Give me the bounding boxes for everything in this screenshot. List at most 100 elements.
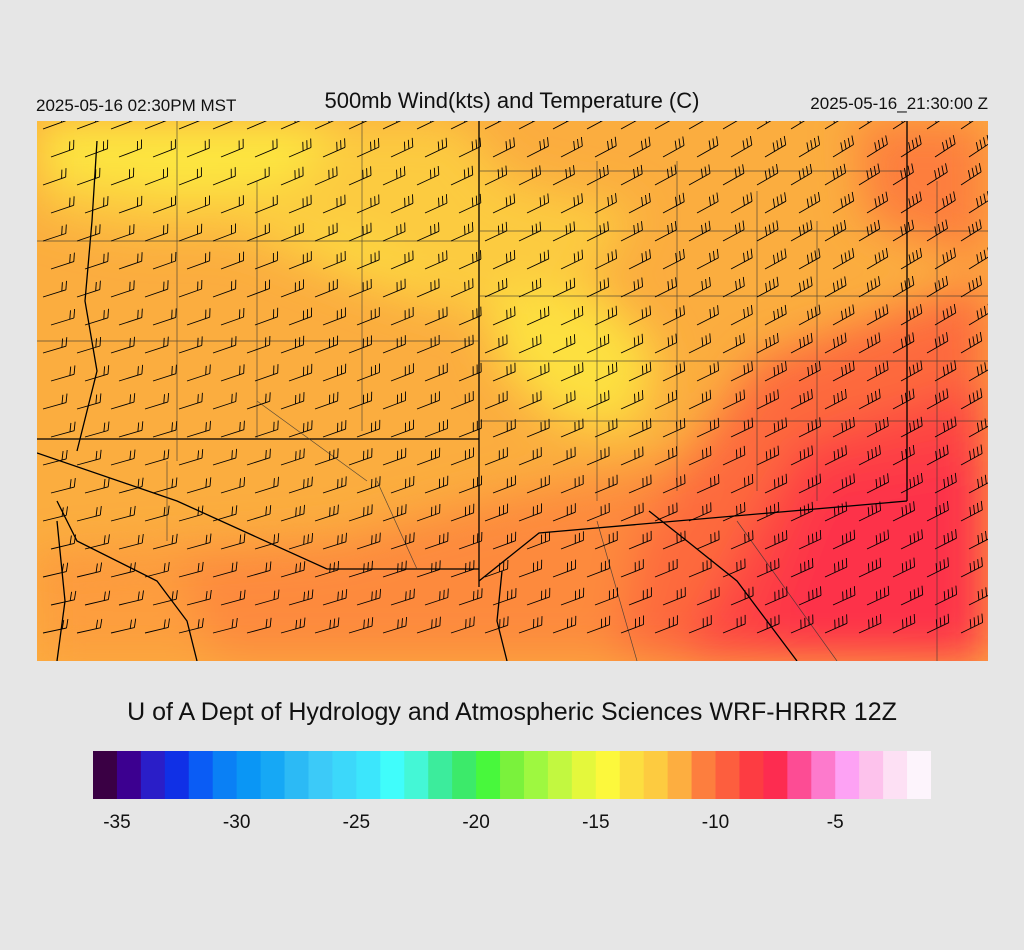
wind-barb-flag [607,309,610,319]
wind-barb-flag [713,307,716,317]
wind-barb-flag [935,506,938,517]
wind-barb-flag [900,226,903,236]
wind-barb-flag [473,616,475,626]
wind-barb-flag [913,533,916,543]
wind-barb-flag [920,304,923,314]
wind-barb-flag [345,589,348,599]
wind-barb-flag [569,167,572,177]
wind-barb-flag [615,362,618,372]
wind-barb-flag [649,305,652,315]
wind-barb-staff [620,121,637,130]
wind-barb-flag [874,390,877,400]
wind-barb-flag [603,223,606,233]
wind-barb-flag [644,138,647,148]
wind-barb-flag [866,170,869,180]
wind-barb-flag [577,307,580,317]
wind-barb-flag [570,335,572,346]
wind-barb-flag [197,450,200,460]
wind-barb-flag [141,477,144,487]
wind-barb-flag [853,473,855,483]
wind-barb-flag [531,169,534,179]
wind-barb-flag [811,445,814,455]
wind-barb-flag [129,506,132,517]
wind-barb-flag [874,142,877,152]
wind-barb-flag [844,196,847,206]
wind-barb-flag [205,591,208,601]
wind-barb-flag [784,248,787,258]
wind-barb-flag [509,195,512,205]
wind-barb-flag [909,591,912,601]
wind-barb-flag [905,448,908,458]
wind-barb-flag [683,418,686,428]
wind-barb-flag [807,423,810,433]
wind-barb-flag [972,392,975,402]
wind-barb-flag [573,277,576,287]
wind-barb-flag [943,535,946,545]
wind-barb-flag [907,221,911,231]
wind-barb-flag [235,392,237,402]
wind-barb-flag [746,250,749,260]
wind-barb-flag [637,335,640,345]
wind-barb-flag [573,197,576,207]
wind-barb-flag [875,559,878,569]
wind-barb-flag [739,391,742,401]
wind-barb-flag [738,222,741,232]
wind-barb-flag [844,276,847,286]
wind-barb-staff [926,121,941,130]
wind-barb-flag [921,585,924,595]
wind-barb-flag [371,591,373,601]
wind-barb-flag [954,416,957,426]
wind-barb-flag [633,281,636,291]
wind-barb-flag [879,445,881,455]
wind-barb-flag [163,450,166,460]
wind-barb-flag [712,194,715,204]
wind-barb-flag [742,276,745,286]
wind-barb-flag [867,338,870,348]
colorbar-swatch [500,751,525,799]
wind-barb-flag [311,532,314,543]
wind-barb-flag [934,282,937,292]
wind-barb-flag [806,198,810,208]
wind-barb-flag [712,250,715,260]
wind-barb-flag [299,618,302,628]
wind-barb-flag [599,225,602,235]
wind-barb-flag [867,121,869,124]
wind-barb-flag [713,419,716,429]
colorbar-swatch [883,751,908,799]
wind-barb-flag [968,226,971,236]
wind-barb-flag [634,393,636,403]
wind-barb-flag [807,447,810,457]
wind-barb-flag [807,366,810,376]
wind-barb-staff [450,121,469,130]
wind-barb-flag [879,533,882,543]
wind-barb-flag [573,309,576,319]
wind-barb-flag [303,617,306,627]
wind-barb-flag [738,166,741,176]
wind-barb-flag [887,585,890,595]
wind-barb-flag [780,306,783,316]
wind-barb-flag [765,282,768,292]
wind-barb-flag [908,142,911,152]
wind-barb-flag [709,333,711,343]
wind-barb-flag [678,194,681,204]
state-borders [37,121,908,661]
wind-barb-flag [832,282,836,292]
wind-barb-flag [99,618,103,628]
wind-barb-flag [943,559,946,569]
wind-barb-flag [845,445,847,455]
wind-barb-flag [716,136,719,146]
wind-barb-flag [812,589,814,599]
wind-barb-flag [777,501,780,512]
wind-barb-flag [819,417,821,427]
wind-barb-flag [265,449,267,460]
wind-barb-flag [942,390,945,400]
wind-barb-flag [848,194,851,204]
wind-barb-flag [633,337,636,347]
wind-barb-flag [743,445,746,455]
wind-barb-flag [467,167,470,177]
wind-barb-flag [976,422,980,432]
wind-barb-flag [667,281,670,291]
wind-barb-flag [129,338,131,348]
wind-barb-flag [911,163,914,173]
wind-barb-flag [743,365,746,375]
